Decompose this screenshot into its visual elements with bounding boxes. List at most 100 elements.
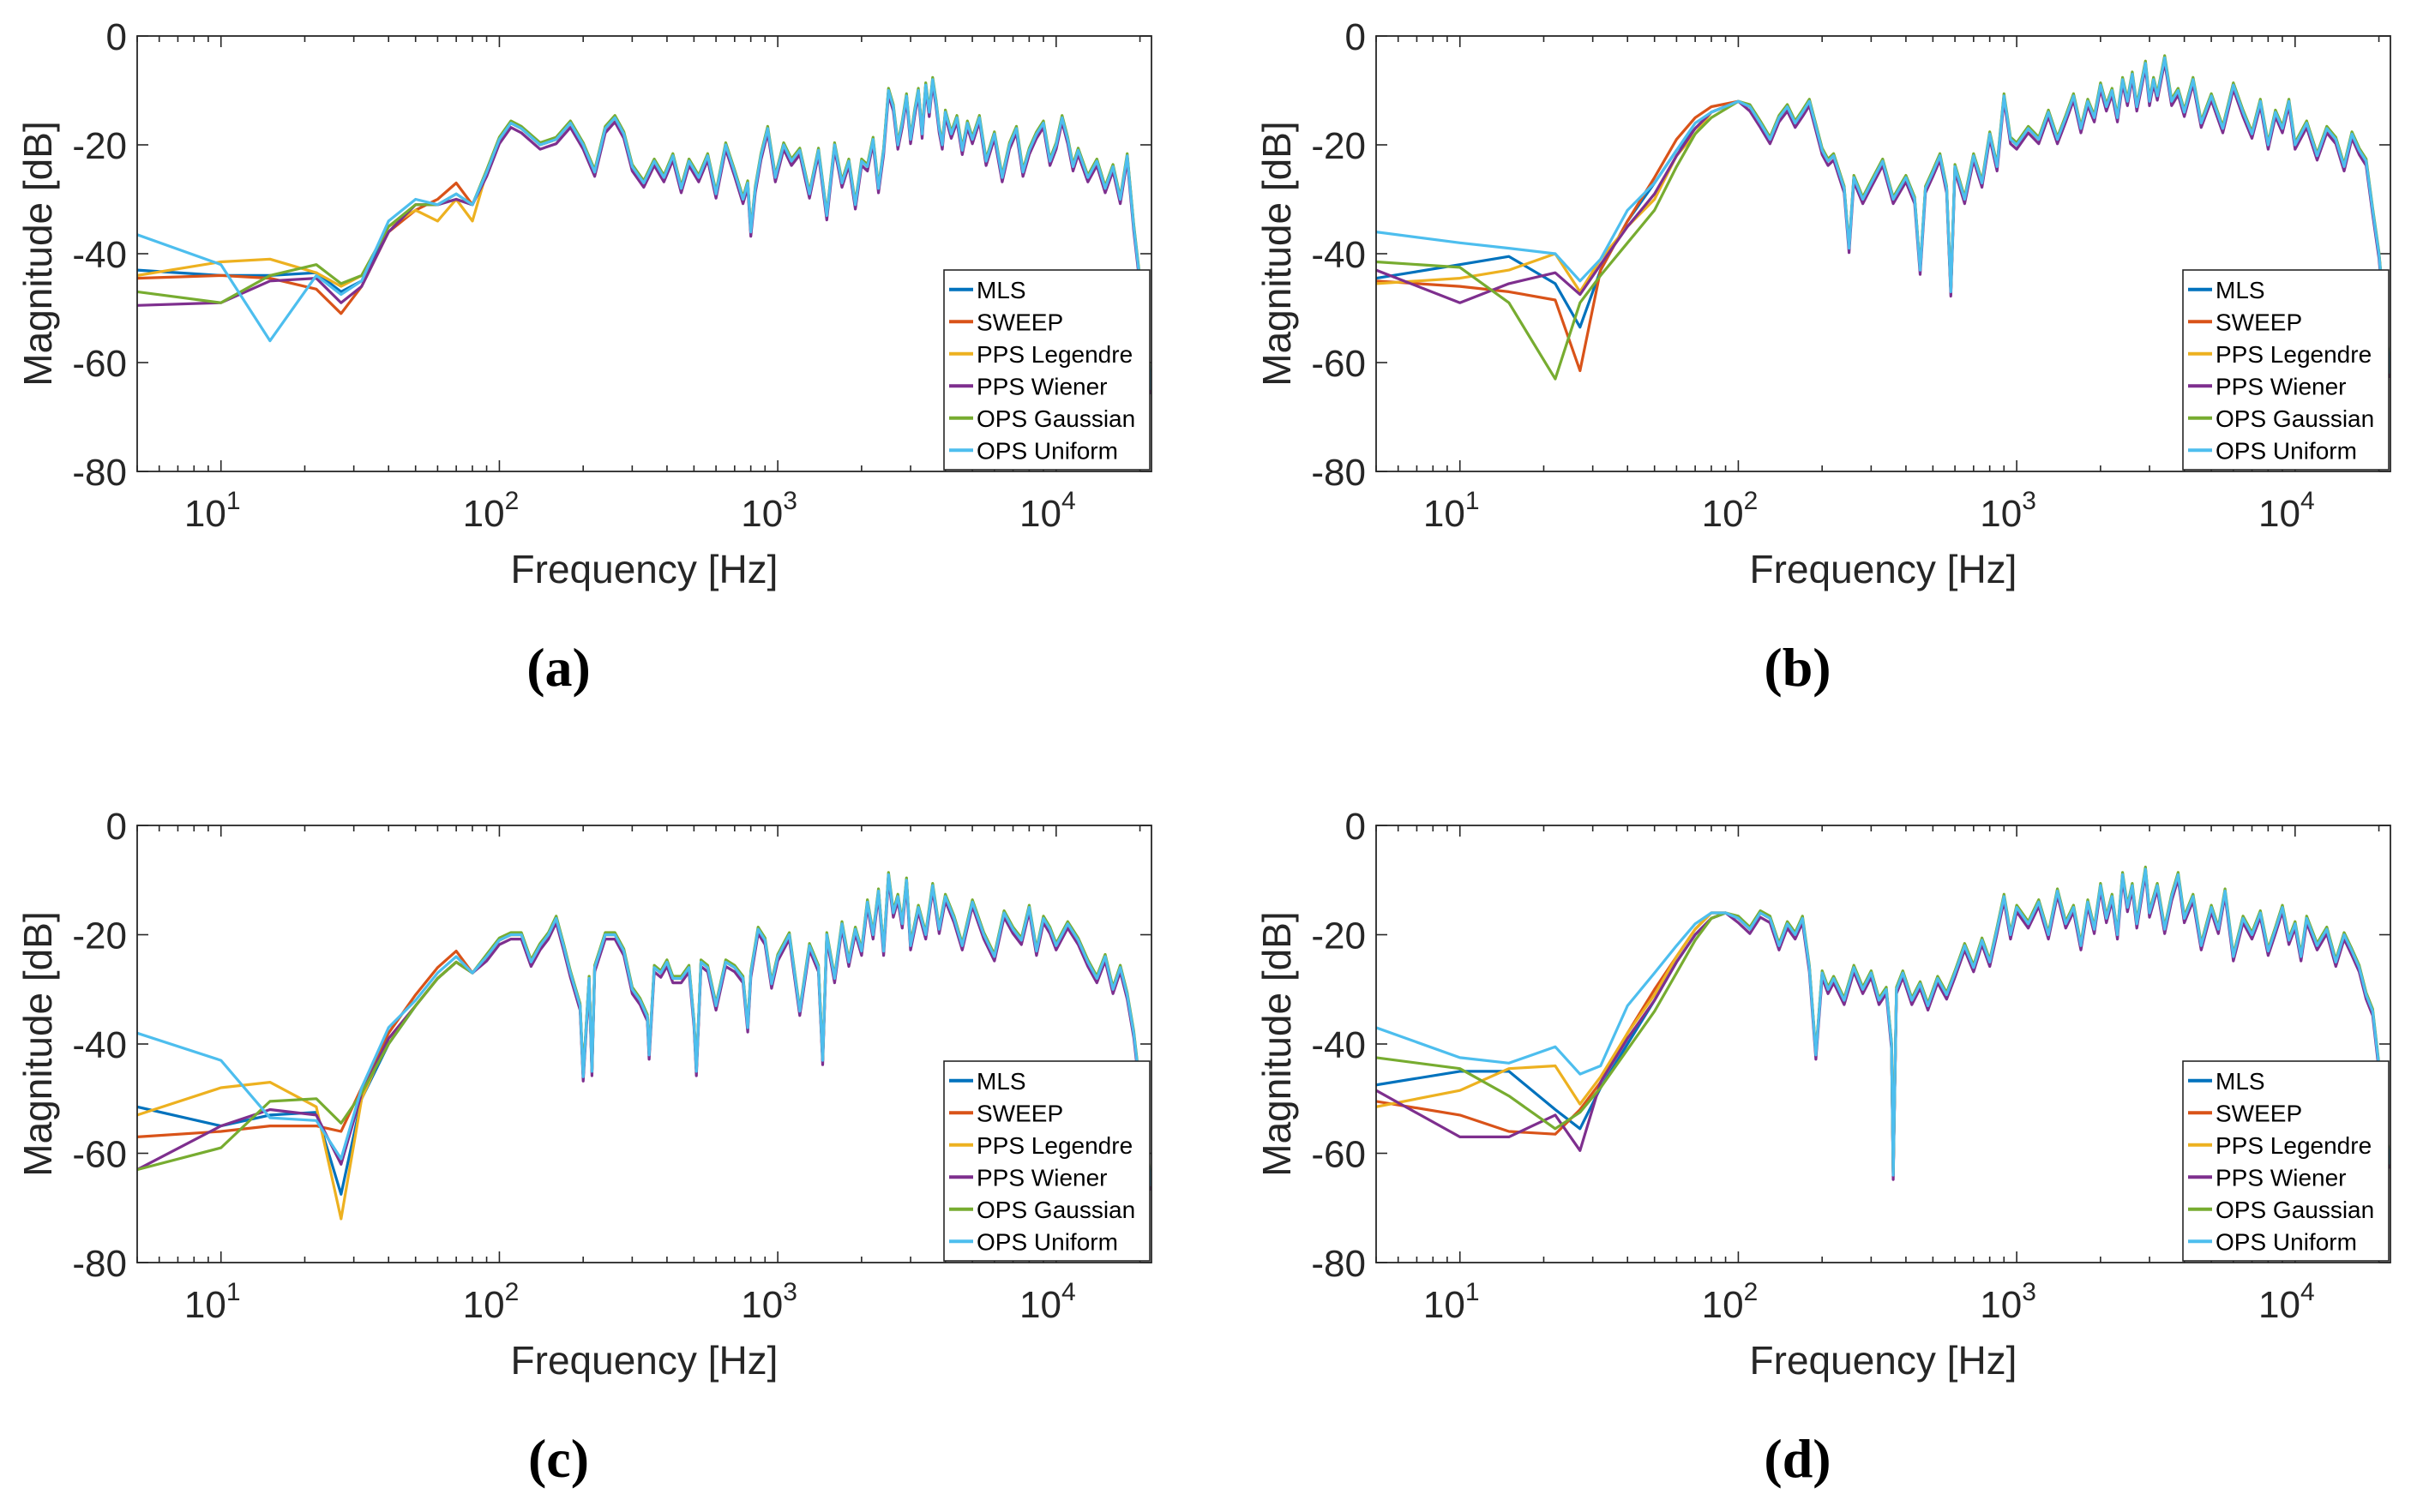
- legend: MLS SWEEP PPS Legendre PPS Wiener OPS Gaussi…: [943, 1060, 1151, 1262]
- x-tick-base: 10: [2258, 493, 2300, 535]
- y-axis-label: Magnitude [dB]: [15, 121, 60, 386]
- legend: MLS SWEEP PPS Legendre PPS Wiener OPS Gaussi…: [2182, 1060, 2390, 1262]
- y-tick-label: -20: [1311, 125, 1366, 167]
- x-tick-base: 10: [184, 1284, 226, 1326]
- panel-caption: (b): [1764, 637, 1831, 698]
- x-tick-label: 101: [1423, 1278, 1480, 1326]
- legend-box: [943, 1060, 1151, 1262]
- legend-label: PPS Legendre: [2216, 1132, 2372, 1159]
- x-axis-label: Frequency [Hz]: [1750, 547, 2017, 591]
- x-tick-label: 104: [1019, 1278, 1076, 1326]
- x-tick-exponent: 2: [505, 487, 520, 515]
- series-line-ops-uniform: [1376, 867, 2390, 1177]
- x-tick-base: 10: [1423, 493, 1465, 535]
- y-tick-label: -80: [1311, 452, 1366, 494]
- legend-label: PPS Legendre: [977, 341, 1133, 368]
- y-tick-label: -80: [72, 452, 127, 494]
- y-tick-label: 0: [106, 16, 127, 58]
- x-tick-exponent: 4: [1061, 1278, 1076, 1306]
- panel-caption: (d): [1764, 1428, 1831, 1489]
- x-tick-label: 101: [1423, 487, 1480, 535]
- y-tick-label: 0: [1345, 806, 1366, 848]
- legend-label: MLS: [977, 1068, 1026, 1095]
- x-tick-label: 102: [1702, 1278, 1759, 1326]
- legend-box: [943, 269, 1151, 471]
- legend-label: SWEEP: [977, 309, 1063, 335]
- y-axis-label: Magnitude [dB]: [1254, 121, 1299, 386]
- x-tick-base: 10: [1980, 1284, 2022, 1326]
- x-tick-label: 104: [1019, 487, 1076, 535]
- x-axis-label: Frequency [Hz]: [511, 1338, 779, 1383]
- x-tick-label: 101: [184, 487, 241, 535]
- legend-label: OPS Gaussian: [2216, 405, 2374, 432]
- y-tick-label: -60: [1311, 343, 1366, 385]
- x-tick-exponent: 3: [2022, 487, 2036, 515]
- x-tick-base: 10: [1019, 493, 1061, 535]
- x-tick-base: 10: [741, 493, 783, 535]
- x-tick-exponent: 1: [226, 487, 241, 515]
- legend-label: SWEEP: [2216, 1100, 2302, 1126]
- y-tick-label: -20: [72, 915, 127, 957]
- panel-caption: (c): [528, 1428, 589, 1489]
- x-tick-label: 104: [2258, 1278, 2315, 1326]
- series-lines: [1376, 865, 2390, 1181]
- legend-label: OPS Uniform: [977, 437, 1118, 464]
- y-tick-label: -60: [1311, 1134, 1366, 1176]
- series-line-ops-uniform: [1376, 56, 2390, 374]
- legend-label: OPS Uniform: [977, 1228, 1118, 1255]
- axes-box: [1375, 35, 2391, 472]
- x-tick-label: 103: [741, 487, 797, 535]
- legend: MLS SWEEP PPS Legendre PPS Wiener OPS Gaussi…: [943, 269, 1151, 471]
- x-tick-base: 10: [1702, 1284, 1744, 1326]
- y-tick-label: 0: [106, 806, 127, 848]
- axes-box: [136, 35, 1152, 472]
- y-tick-label: -60: [72, 343, 127, 385]
- legend-box: [2182, 269, 2390, 471]
- x-tick-label: 104: [2258, 487, 2315, 535]
- legend-label: MLS: [2216, 1068, 2265, 1095]
- series-lines: [137, 75, 1151, 394]
- legend-label: MLS: [977, 277, 1026, 303]
- legend-label: OPS Gaussian: [977, 405, 1135, 432]
- x-axis-label: Frequency [Hz]: [511, 547, 779, 591]
- y-tick-label: -40: [1311, 234, 1366, 276]
- y-tick-label: -20: [1311, 915, 1366, 957]
- x-tick-label: 103: [741, 1278, 797, 1326]
- x-tick-base: 10: [1980, 493, 2022, 535]
- x-tick-base: 10: [184, 493, 226, 535]
- x-tick-base: 10: [1423, 1284, 1465, 1326]
- x-tick-exponent: 3: [783, 487, 797, 515]
- legend-label: PPS Legendre: [977, 1132, 1133, 1159]
- x-tick-base: 10: [741, 1284, 783, 1326]
- legend-label: SWEEP: [2216, 309, 2302, 335]
- axes-box: [1375, 825, 2391, 1263]
- y-tick-label: 0: [1345, 16, 1366, 58]
- axes-box: [136, 825, 1152, 1263]
- x-tick-label: 103: [1980, 1278, 2036, 1326]
- legend-label: OPS Gaussian: [2216, 1197, 2374, 1223]
- legend: MLS SWEEP PPS Legendre PPS Wiener OPS Gaussi…: [2182, 269, 2390, 471]
- x-tick-label: 102: [1702, 487, 1759, 535]
- x-tick-exponent: 1: [1465, 1278, 1480, 1306]
- legend-label: MLS: [2216, 277, 2265, 303]
- legend-label: PPS Wiener: [977, 1164, 1108, 1191]
- x-tick-label: 102: [463, 1278, 520, 1326]
- x-tick-exponent: 3: [2022, 1278, 2036, 1306]
- series-line-ops-uniform: [137, 873, 1151, 1187]
- x-tick-base: 10: [1702, 493, 1744, 535]
- legend-label: PPS Wiener: [2216, 1164, 2347, 1191]
- legend-label: PPS Wiener: [2216, 373, 2347, 399]
- y-tick-label: -40: [72, 234, 127, 276]
- x-tick-exponent: 4: [2300, 487, 2315, 515]
- legend-label: SWEEP: [977, 1100, 1063, 1126]
- legend-label: OPS Gaussian: [977, 1197, 1135, 1223]
- y-axis-label: Magnitude [dB]: [15, 911, 60, 1176]
- x-tick-exponent: 4: [2300, 1278, 2315, 1306]
- x-tick-exponent: 4: [1061, 487, 1076, 515]
- y-tick-label: -20: [72, 125, 127, 167]
- series-lines: [1376, 54, 2390, 381]
- x-tick-label: 102: [463, 487, 520, 535]
